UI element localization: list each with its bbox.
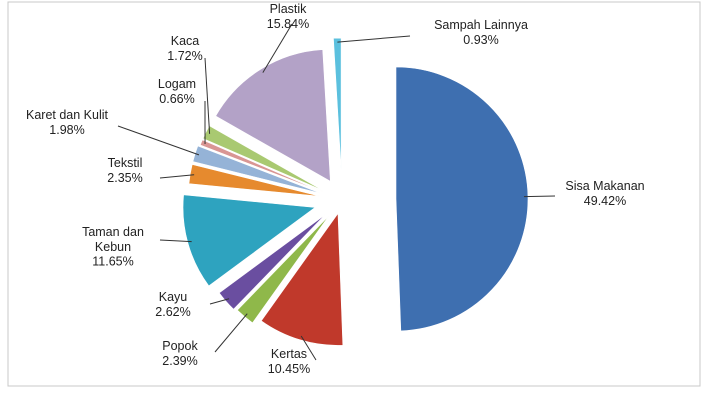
slice-name-label: Kaca [171,34,200,48]
slice-percent-label: 49.42% [584,194,626,208]
slice-name-label: Popok [162,339,198,353]
slice-label: Kertas 10.45% [268,347,310,376]
slice-percent-label: 0.66% [159,92,194,106]
slice-name-label: Logam [158,77,196,91]
slice-percent-label: 10.45% [268,362,310,376]
slice-name-label: Kebun [95,240,131,254]
slice-name-label: Kertas [271,347,307,361]
slice-name-label: Taman dan [82,225,144,239]
slice-name-label: Plastik [270,2,308,16]
slice-percent-label: 11.65% [92,255,133,269]
leader-line [524,196,555,197]
slice-label: Kaca 1.72% [167,34,202,63]
slice-percent-label: 1.98% [49,123,84,137]
slice-name-label: Sisa Makanan [565,179,644,193]
slice-percent-label: 2.35% [107,171,142,185]
slice-label: Kayu 2.62% [155,290,190,319]
slice-percent-label: 0.93% [463,33,498,47]
slice-name-label: Sampah Lainnya [434,18,528,32]
slice-percent-label: 2.62% [155,305,190,319]
slice-name-label: Karet dan Kulit [26,108,109,122]
slice-label: Popok 2.39% [162,339,198,368]
slice-name-label: Kayu [159,290,188,304]
slice-label: Plastik 15.84% [267,2,309,31]
slice-percent-label: 2.39% [162,354,197,368]
slice-label: Tekstil 2.35% [107,156,142,185]
slice-name-label: Tekstil [108,156,143,170]
slice-percent-label: 1.72% [167,49,202,63]
slice-percent-label: 15.84% [267,17,309,31]
slice-label: Logam 0.66% [158,77,196,106]
